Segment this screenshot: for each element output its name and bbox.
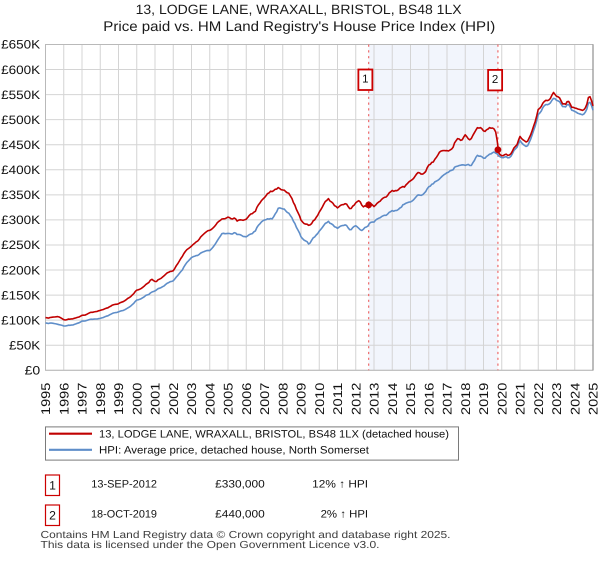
svg-text:2002: 2002 bbox=[167, 383, 181, 415]
svg-text:2003: 2003 bbox=[185, 383, 199, 415]
svg-text:1996: 1996 bbox=[57, 383, 71, 415]
svg-text:£150K: £150K bbox=[1, 288, 40, 302]
svg-text:£400K: £400K bbox=[1, 163, 40, 177]
svg-text:2005: 2005 bbox=[222, 383, 236, 415]
svg-text:1998: 1998 bbox=[94, 383, 108, 415]
svg-text:2021: 2021 bbox=[514, 383, 528, 415]
svg-text:Price paid vs. HM Land Registr: Price paid vs. HM Land Registry's House … bbox=[103, 18, 495, 34]
svg-text:1: 1 bbox=[362, 73, 368, 85]
svg-text:2009: 2009 bbox=[295, 383, 309, 415]
svg-text:1999: 1999 bbox=[112, 383, 126, 415]
svg-text:1995: 1995 bbox=[39, 383, 53, 415]
svg-text:2024: 2024 bbox=[568, 383, 582, 415]
svg-text:£330,000: £330,000 bbox=[215, 479, 265, 491]
svg-text:2023: 2023 bbox=[550, 383, 564, 415]
svg-text:£600K: £600K bbox=[1, 63, 40, 77]
svg-text:2% ↑ HPI: 2% ↑ HPI bbox=[321, 509, 369, 521]
svg-text:2: 2 bbox=[492, 74, 498, 86]
svg-text:2020: 2020 bbox=[495, 383, 509, 415]
svg-text:2013: 2013 bbox=[368, 383, 382, 415]
svg-text:2025: 2025 bbox=[587, 383, 600, 415]
svg-text:£500K: £500K bbox=[1, 113, 40, 127]
svg-text:£0: £0 bbox=[25, 364, 41, 378]
svg-text:2016: 2016 bbox=[422, 383, 436, 415]
svg-text:2004: 2004 bbox=[203, 383, 217, 415]
svg-text:£250K: £250K bbox=[1, 238, 40, 252]
svg-text:2010: 2010 bbox=[313, 383, 327, 415]
svg-text:2: 2 bbox=[49, 508, 56, 522]
svg-text:2001: 2001 bbox=[149, 383, 163, 415]
svg-text:1997: 1997 bbox=[76, 383, 90, 415]
svg-text:2011: 2011 bbox=[331, 383, 345, 415]
svg-text:2008: 2008 bbox=[276, 383, 290, 415]
svg-text:HPI: Average price, detached h: HPI: Average price, detached house, Nort… bbox=[99, 445, 369, 457]
svg-text:£200K: £200K bbox=[1, 263, 40, 277]
svg-text:18-OCT-2019: 18-OCT-2019 bbox=[91, 509, 157, 521]
svg-text:2018: 2018 bbox=[459, 383, 473, 415]
svg-text:2017: 2017 bbox=[441, 383, 455, 415]
svg-text:£650K: £650K bbox=[1, 38, 40, 52]
svg-text:2022: 2022 bbox=[532, 383, 546, 415]
svg-text:12% ↑ HPI: 12% ↑ HPI bbox=[312, 479, 368, 491]
svg-text:13-SEP-2012: 13-SEP-2012 bbox=[91, 479, 157, 491]
svg-text:£550K: £550K bbox=[1, 88, 40, 102]
svg-text:2015: 2015 bbox=[404, 383, 418, 415]
svg-text:£350K: £350K bbox=[1, 188, 40, 202]
svg-text:£100K: £100K bbox=[1, 313, 40, 327]
svg-text:£440,000: £440,000 bbox=[215, 509, 265, 521]
svg-text:£50K: £50K bbox=[9, 338, 40, 352]
svg-text:2006: 2006 bbox=[240, 383, 254, 415]
svg-text:13, LODGE LANE, WRAXALL, BRIST: 13, LODGE LANE, WRAXALL, BRISTOL, BS48 1… bbox=[136, 2, 462, 17]
svg-text:2014: 2014 bbox=[386, 383, 400, 415]
svg-text:2019: 2019 bbox=[477, 383, 491, 415]
svg-text:This data is licensed under th: This data is licensed under the Open Gov… bbox=[41, 540, 380, 551]
svg-text:Contains HM Land Registry data: Contains HM Land Registry data © Crown c… bbox=[41, 530, 451, 541]
svg-text:2000: 2000 bbox=[130, 383, 144, 415]
svg-text:£300K: £300K bbox=[1, 213, 40, 227]
svg-text:£450K: £450K bbox=[1, 138, 40, 152]
svg-text:2007: 2007 bbox=[258, 383, 272, 415]
svg-text:1: 1 bbox=[49, 478, 56, 492]
svg-text:2012: 2012 bbox=[349, 383, 363, 415]
svg-text:13, LODGE LANE, WRAXALL, BRIST: 13, LODGE LANE, WRAXALL, BRISTOL, BS48 1… bbox=[99, 428, 449, 440]
